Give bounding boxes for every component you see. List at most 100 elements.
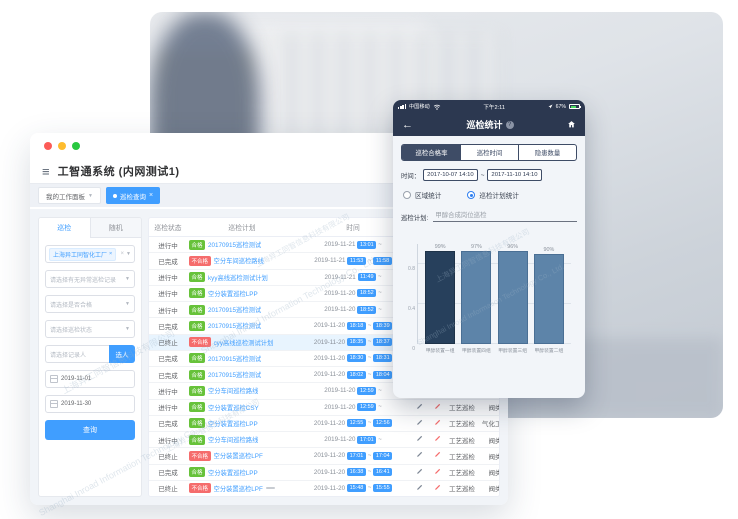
plan-link[interactable]: 空分装置巡检LPP xyxy=(208,420,258,428)
segment-button[interactable]: 隐患数量 xyxy=(518,145,576,160)
edit-record-button[interactable] xyxy=(411,403,427,412)
time-to-input[interactable]: 2017-11-10 14:10 xyxy=(487,169,542,181)
plan-link[interactable]: 空分装置巡检LPP xyxy=(208,469,258,477)
sidebar-tab-inspection[interactable]: 巡检 xyxy=(39,218,90,238)
extra-badge xyxy=(265,487,275,490)
plan-link[interactable]: 20170915巡检测试 xyxy=(208,355,262,363)
table-row[interactable]: 已终止 不合格 空分装置巡检LPF 2019-11-20 15:48 ~ 15:… xyxy=(149,480,499,496)
close-tab-icon[interactable]: × xyxy=(148,192,154,199)
table-row[interactable]: 进行中 合格 空分车间巡检路线 2019-11-20 17:01 ~ xyxy=(149,432,499,449)
segment-button[interactable]: 巡检合格率 xyxy=(402,145,460,160)
plan-label: 巡检计划: xyxy=(401,215,429,222)
chevron-down-icon: ▼ xyxy=(125,276,130,282)
plan-link[interactable]: 空分车间巡检路线 xyxy=(208,388,259,396)
plan-link[interactable]: kyy高线巡检测试计划 xyxy=(208,274,268,282)
edit-record-button[interactable] xyxy=(411,435,427,444)
calendar-icon xyxy=(50,375,58,383)
hamburger-menu-icon[interactable]: ≡ xyxy=(42,163,50,179)
table-row[interactable]: 已终止 不合格 空分装置巡检LPF 2019-11-20 17:01 ~ 17:… xyxy=(149,448,499,465)
radio-option[interactable]: 巡检计划统计 xyxy=(467,190,519,200)
remove-tag-icon[interactable]: × xyxy=(109,251,113,257)
abnormal-edit-button[interactable] xyxy=(427,419,447,428)
edit-record-button[interactable] xyxy=(411,468,427,477)
zoom-window-button[interactable] xyxy=(72,142,80,150)
query-button[interactable]: 查询 xyxy=(45,420,135,440)
plan-row: 巡检计划: 甲醇合成岗位巡检 xyxy=(401,210,577,222)
sidebar-form: 上海异工同智化工厂 × × ▼ 请选择有无异常巡检记录 ▼ 请选择是否合格 xyxy=(39,238,141,447)
pick-person-button[interactable]: 选人 xyxy=(109,345,135,363)
chevron-down-icon: ▼ xyxy=(125,326,130,332)
plan-link[interactable]: cyy高线巡检测试计划 xyxy=(213,339,274,347)
table-row[interactable]: 已完成 合格 空分装置巡检LPP 2019-11-20 16:38 ~ 16:4… xyxy=(149,464,499,481)
plan-link[interactable]: 空分装置巡检LPF xyxy=(213,453,263,461)
cell-status: 已完成 xyxy=(158,470,178,478)
cell-status: 进行中 xyxy=(158,437,178,445)
start-date-input[interactable]: 2019-11-01 xyxy=(45,370,135,388)
date-text: 2019-11-20 xyxy=(313,354,346,362)
bar[interactable] xyxy=(497,251,528,344)
back-arrow-icon[interactable]: ← xyxy=(402,118,413,131)
time-from-input[interactable]: 2017-10-07 14:10 xyxy=(423,169,478,181)
table-row[interactable]: 已完成 合格 空分装置巡检LPP 2019-11-20 12:55 ~ 12:5… xyxy=(149,415,499,432)
abnormal-edit-button[interactable] xyxy=(427,468,447,477)
radio-option[interactable]: 区域统计 xyxy=(403,190,441,200)
cell-plan: 不合格 空分车间巡检路线 xyxy=(187,255,295,266)
plan-link[interactable]: 20170915巡检测试 xyxy=(208,307,262,315)
plan-link[interactable]: 20170915巡检测试 xyxy=(208,242,262,250)
table-row[interactable]: 进行中 合格 空分装置巡检CSY 2019-11-20 12:59 ~ xyxy=(149,399,500,416)
tab-inspection-query[interactable]: 巡检查询 × xyxy=(105,187,161,204)
plan-link[interactable]: 空分装置巡检CSY xyxy=(208,404,259,412)
plan-input[interactable]: 甲醇合成岗位巡检 xyxy=(433,210,577,222)
date-text: 2019-11-21 xyxy=(324,273,356,281)
segment-button[interactable]: 巡检时间 xyxy=(460,145,518,160)
plan-link[interactable]: 空分装置巡检LPF xyxy=(213,485,263,493)
factory-multiselect[interactable]: 上海异工同智化工厂 × × ▼ xyxy=(45,245,135,263)
abnormal-edit-button[interactable] xyxy=(427,435,447,444)
edit-record-button[interactable] xyxy=(411,451,427,460)
plan-link[interactable]: 空分装置巡检LPP xyxy=(208,290,258,298)
tab-workpanel[interactable]: 我的工作面板 ▼ xyxy=(38,187,101,204)
filter-sidebar: 巡检 随机 上海异工同智化工厂 × × ▼ xyxy=(38,217,142,497)
x-axis-label: 甲醇装置二组 xyxy=(534,349,564,354)
bar[interactable] xyxy=(533,254,564,344)
help-icon[interactable]: ? xyxy=(505,120,514,129)
sidebar-tab-random[interactable]: 随机 xyxy=(89,218,141,238)
cell-plan: 合格 空分装置巡检LPP xyxy=(187,418,295,429)
close-window-button[interactable] xyxy=(44,142,52,150)
clear-icon[interactable]: × xyxy=(120,251,125,257)
start-date-value: 2019-11-01 xyxy=(61,376,92,382)
abnormal-edit-button[interactable] xyxy=(427,403,447,412)
tilde-separator: ~ xyxy=(367,469,372,476)
phone-mockup: 中国移动 下午2:11 67% ← 巡检统计 ? 巡检合格率 巡检时间 xyxy=(393,100,585,398)
cell-time: 2019-11-20 15:48 ~ 15:55 xyxy=(295,484,411,493)
status-select[interactable]: 请选择巡检状态 ▼ xyxy=(45,320,135,338)
start-time-chip: 18:52 xyxy=(357,305,377,314)
abnormal-edit-button[interactable] xyxy=(427,484,447,493)
cell-status: 已完成 xyxy=(158,356,178,364)
tilde-separator: ~ xyxy=(378,290,382,297)
stat-mode-radios: 区域统计 巡检计划统计 xyxy=(401,190,577,200)
cell-status: 进行中 xyxy=(158,405,178,413)
app-title: 工智通系统 (内网测试1) xyxy=(57,166,180,178)
start-time-chip: 11:53 xyxy=(347,256,366,265)
abnormal-record-select[interactable]: 请选择有无异常巡检记录 ▼ xyxy=(45,270,135,288)
edit-record-button[interactable] xyxy=(411,419,427,428)
qualified-select[interactable]: 请选择是否合格 ▼ xyxy=(45,295,135,313)
minimize-window-button[interactable] xyxy=(58,142,66,150)
plan-link[interactable]: 空分车间巡检路线 xyxy=(208,437,259,445)
plan-link[interactable]: 20170915巡检测试 xyxy=(208,323,262,331)
bar[interactable] xyxy=(461,251,492,344)
plan-link[interactable]: 20170915巡检测试 xyxy=(208,372,262,380)
factory-tag-label: 上海异工同智化工厂 xyxy=(53,252,108,259)
y-axis-tick: 0 xyxy=(412,346,415,352)
home-icon[interactable] xyxy=(567,116,576,134)
cell-area: 阀类 xyxy=(488,405,500,413)
edit-record-button[interactable] xyxy=(411,484,427,493)
header-plan: 巡检计划 xyxy=(228,225,256,232)
abnormal-edit-button[interactable] xyxy=(427,451,447,460)
bar[interactable] xyxy=(425,251,456,344)
recorder-input[interactable]: 请选择记录人 xyxy=(45,345,109,363)
end-date-input[interactable]: 2019-11-30 xyxy=(45,395,135,413)
plan-link[interactable]: 空分车间巡检路线 xyxy=(213,258,264,266)
